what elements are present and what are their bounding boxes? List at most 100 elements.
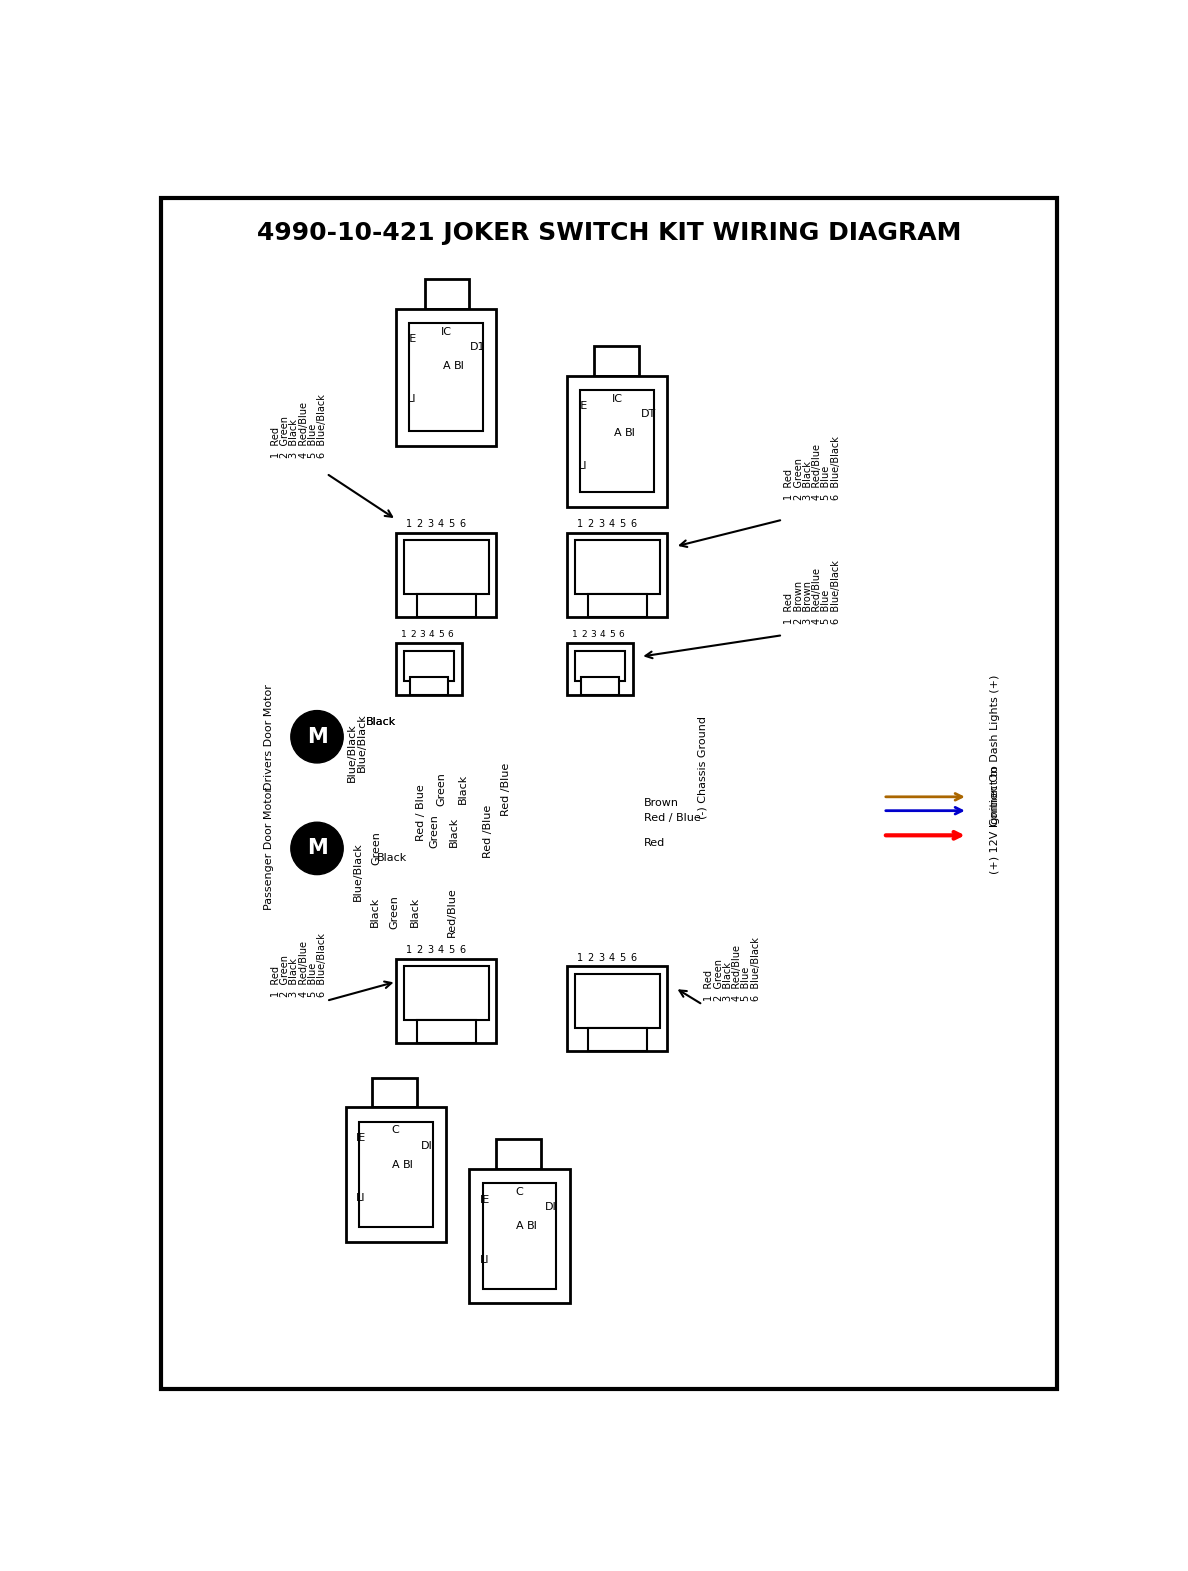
Text: 5: 5 bbox=[620, 520, 626, 529]
Text: 2: 2 bbox=[587, 520, 594, 529]
Bar bbox=[581, 677, 619, 696]
Text: BI: BI bbox=[527, 1222, 538, 1232]
Bar bbox=[373, 1078, 417, 1108]
Text: 2  Green: 2 Green bbox=[280, 955, 290, 998]
Text: Drivers Door Motor: Drivers Door Motor bbox=[264, 683, 274, 790]
Text: 2: 2 bbox=[416, 520, 423, 529]
Text: 4: 4 bbox=[438, 946, 444, 955]
Text: Black: Black bbox=[366, 716, 396, 727]
Text: 1: 1 bbox=[573, 630, 577, 639]
Text: Black: Black bbox=[449, 817, 459, 847]
Text: 3  Black: 3 Black bbox=[290, 419, 299, 459]
Text: Red / Blue: Red / Blue bbox=[644, 814, 701, 823]
Text: Red /Blue: Red /Blue bbox=[500, 762, 511, 815]
Text: Green: Green bbox=[429, 814, 440, 848]
Text: BI: BI bbox=[454, 361, 465, 371]
Text: 2  Brown: 2 Brown bbox=[794, 580, 803, 624]
Text: (+) 12V Ignition On: (+) 12V Ignition On bbox=[990, 765, 999, 873]
Text: 2  Green: 2 Green bbox=[280, 416, 290, 459]
Text: Black: Black bbox=[366, 716, 396, 727]
Bar bbox=[397, 958, 497, 1043]
Text: 1: 1 bbox=[402, 630, 407, 639]
Text: 4  Red/Blue: 4 Red/Blue bbox=[298, 941, 309, 998]
Text: IC: IC bbox=[612, 394, 623, 404]
Text: 5: 5 bbox=[438, 630, 444, 639]
Text: 1: 1 bbox=[405, 520, 412, 529]
Text: M: M bbox=[307, 727, 328, 746]
Text: DT: DT bbox=[640, 408, 656, 419]
Text: 4990-10-421 JOKER SWITCH KIT WIRING DIAGRAM: 4990-10-421 JOKER SWITCH KIT WIRING DIAG… bbox=[257, 222, 961, 245]
Circle shape bbox=[291, 710, 343, 764]
Bar bbox=[581, 390, 655, 492]
Text: 3: 3 bbox=[428, 520, 434, 529]
Text: Green: Green bbox=[390, 895, 400, 930]
Text: A: A bbox=[443, 361, 450, 371]
Bar bbox=[575, 540, 659, 594]
Text: 5  Blue: 5 Blue bbox=[821, 467, 832, 501]
Text: 4: 4 bbox=[609, 952, 615, 963]
Text: Green: Green bbox=[372, 831, 381, 866]
Text: 3  Black: 3 Black bbox=[290, 958, 299, 998]
Text: 6  Blue/Black: 6 Blue/Black bbox=[317, 933, 327, 998]
Text: 6  Blue/Black: 6 Blue/Black bbox=[830, 559, 841, 624]
Text: Passenger Door Motor: Passenger Door Motor bbox=[264, 787, 274, 910]
Text: IE: IE bbox=[355, 1133, 366, 1144]
Bar bbox=[397, 643, 462, 696]
Text: 4  Red/Blue: 4 Red/Blue bbox=[813, 567, 822, 624]
Text: 1  Red: 1 Red bbox=[704, 969, 714, 1001]
Text: A: A bbox=[516, 1222, 524, 1232]
Text: 6: 6 bbox=[618, 630, 624, 639]
Text: Blue/Black: Blue/Black bbox=[353, 842, 362, 900]
Text: 1  Red: 1 Red bbox=[784, 592, 795, 624]
Text: 3: 3 bbox=[590, 630, 596, 639]
Text: 6: 6 bbox=[631, 952, 637, 963]
Text: 2: 2 bbox=[581, 630, 587, 639]
Text: 3: 3 bbox=[428, 946, 434, 955]
Text: 5  Blue: 5 Blue bbox=[821, 589, 832, 624]
Text: 5: 5 bbox=[609, 630, 615, 639]
Text: Blue/Black: Blue/Black bbox=[356, 713, 367, 773]
Text: DI: DI bbox=[421, 1141, 432, 1150]
Text: 1  Red: 1 Red bbox=[271, 966, 280, 998]
Text: Blue/Black: Blue/Black bbox=[347, 724, 356, 782]
Text: 4  Red/Blue: 4 Red/Blue bbox=[298, 402, 309, 459]
Text: 3  Black: 3 Black bbox=[722, 961, 733, 1001]
Text: 4: 4 bbox=[600, 630, 606, 639]
Text: Green: Green bbox=[437, 773, 447, 806]
Text: BI: BI bbox=[403, 1159, 415, 1170]
Text: 4: 4 bbox=[438, 520, 444, 529]
Text: 5  Blue: 5 Blue bbox=[741, 966, 751, 1001]
Text: Brown: Brown bbox=[644, 798, 680, 807]
Text: (-) Chassis Ground: (-) Chassis Ground bbox=[697, 716, 707, 818]
Text: 6  Blue/Black: 6 Blue/Black bbox=[751, 936, 760, 1001]
Bar bbox=[588, 594, 646, 617]
Text: 1  Red: 1 Red bbox=[271, 427, 280, 459]
Text: 5  Blue: 5 Blue bbox=[308, 424, 317, 459]
Text: 4  Red/Blue: 4 Red/Blue bbox=[732, 944, 742, 1001]
Bar bbox=[417, 594, 475, 617]
Text: D1: D1 bbox=[469, 342, 485, 352]
Bar bbox=[568, 533, 668, 617]
Text: Black: Black bbox=[377, 853, 406, 864]
Text: LI: LI bbox=[480, 1255, 489, 1265]
Text: 1: 1 bbox=[405, 946, 412, 955]
Text: Red/Blue: Red/Blue bbox=[447, 888, 456, 938]
Text: 6: 6 bbox=[460, 946, 466, 955]
Bar bbox=[568, 966, 668, 1051]
Bar bbox=[568, 375, 668, 506]
Text: LI: LI bbox=[356, 1192, 366, 1203]
Text: LI: LI bbox=[577, 462, 587, 471]
Text: Black: Black bbox=[457, 775, 468, 804]
Text: 6: 6 bbox=[631, 520, 637, 529]
Bar bbox=[469, 1169, 569, 1304]
Text: A: A bbox=[392, 1159, 399, 1170]
Text: 6  Blue/Black: 6 Blue/Black bbox=[830, 437, 841, 501]
Text: 3: 3 bbox=[598, 952, 605, 963]
Text: Red /Blue: Red /Blue bbox=[484, 804, 493, 858]
Bar bbox=[482, 1183, 556, 1288]
Text: C: C bbox=[516, 1186, 524, 1197]
Text: 1  Red: 1 Red bbox=[784, 470, 795, 501]
Text: Black: Black bbox=[369, 897, 380, 927]
Circle shape bbox=[291, 822, 343, 875]
Bar bbox=[410, 677, 448, 696]
